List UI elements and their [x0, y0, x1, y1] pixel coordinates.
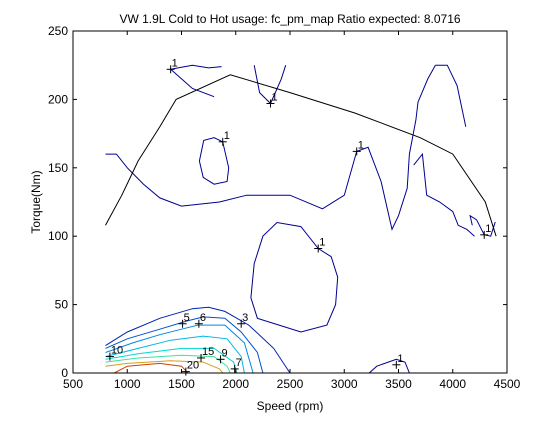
- max-torque-curve: [105, 74, 497, 237]
- contour-label-text: 3: [242, 312, 248, 324]
- y-tick-label: 100: [48, 229, 68, 243]
- x-tick-label: 4000: [439, 377, 466, 391]
- contour-line-1-8: [413, 152, 475, 237]
- contour-label-text: 15: [202, 346, 214, 358]
- contour-label-1: 1: [266, 92, 278, 108]
- x-tick-label: 2000: [222, 377, 249, 391]
- contour-line-6-15: [105, 324, 254, 374]
- contour-label-12: 9: [216, 347, 228, 364]
- contour-label-text: 1: [319, 237, 325, 249]
- contour-label-text: 1: [224, 130, 230, 142]
- contour-line-1-12: [368, 358, 410, 374]
- x-axis-title: Speed (rpm): [257, 399, 324, 413]
- contour-label-text: 1: [485, 223, 491, 235]
- contour-label-text: 20: [187, 360, 199, 372]
- x-axis-ticks: 500 1000 1500 2000 2500 3000 3500 4000 4500: [63, 31, 521, 391]
- x-tick-label: 4500: [494, 377, 521, 391]
- y-tick-label: 0: [61, 366, 68, 380]
- contour-label-3: 1: [352, 139, 364, 156]
- contour-line-3-13: [105, 306, 291, 374]
- y-axis-ticks: 0 50 100 150 200 250: [48, 24, 507, 380]
- contour-label-text: 1: [172, 57, 178, 69]
- y-axis-title: Torque(Nm): [29, 170, 43, 233]
- contour-label-10: 10: [105, 345, 123, 361]
- chart-title: VW 1.9L Cold to Hot usage: fc_pm_map Rat…: [119, 12, 460, 26]
- x-tick-label: 500: [63, 377, 83, 391]
- contour-label-5: 1: [314, 237, 325, 253]
- contour-label-11: 15: [197, 346, 214, 362]
- contour-label-text: 6: [200, 312, 206, 324]
- y-tick-label: 50: [55, 298, 69, 312]
- plot-area: [73, 31, 507, 373]
- contour-label-4: 1: [480, 223, 491, 239]
- contour-line-1-7: [435, 64, 467, 127]
- contour-label-text: 1: [397, 353, 403, 365]
- contour-label-text: 1: [271, 92, 277, 104]
- contour-line-1-2: [270, 65, 287, 104]
- contour-label-text: 1: [358, 139, 364, 151]
- x-tick-label: 2500: [277, 377, 304, 391]
- x-tick-label: 1000: [114, 377, 141, 391]
- contour-label-7: 5: [178, 312, 190, 328]
- contour-line-1-0: [170, 64, 222, 70]
- contour-line-15-19: [105, 360, 224, 374]
- contour-line-1-1: [170, 68, 215, 98]
- y-tick-label: 150: [48, 161, 68, 175]
- x-tick-label: 3000: [331, 377, 358, 391]
- contour-label-9: 3: [237, 312, 248, 328]
- x-tick-label: 3500: [385, 377, 412, 391]
- x-tick-label: 1500: [168, 377, 195, 391]
- contour-line-1-9: [469, 214, 485, 236]
- contour-line-1-6: [356, 64, 436, 231]
- contour-label-text: 5: [184, 312, 190, 324]
- contour-label-0: 1: [166, 57, 178, 74]
- contour-line-10-18: [105, 354, 231, 374]
- contour-line-5-14: [105, 316, 264, 374]
- contour-line-9-17: [105, 347, 238, 374]
- contour-line-1-11: [250, 221, 339, 333]
- contour-line-20-20: [113, 362, 189, 374]
- contour-label-6: 1: [392, 353, 403, 369]
- contour-label-13: 7: [230, 357, 242, 373]
- contour-line-7-16: [105, 335, 245, 374]
- contour-label-2: 1: [218, 130, 230, 146]
- contour-label-text: 9: [222, 347, 228, 359]
- contour-label-14: 20: [181, 360, 199, 376]
- contour-line-1-5: [105, 151, 358, 210]
- contour-line-1-4: [198, 137, 230, 185]
- contours-layer: [105, 64, 496, 374]
- y-tick-label: 250: [48, 24, 68, 38]
- contour-label-text: 7: [236, 357, 242, 369]
- contour-line-1-10: [484, 222, 496, 237]
- max-torque-layer: [105, 74, 497, 237]
- contour-label-text: 10: [111, 345, 123, 357]
- contour-line-1-3: [253, 65, 271, 104]
- contour-label-8: 6: [194, 312, 206, 328]
- y-tick-label: 200: [48, 92, 68, 106]
